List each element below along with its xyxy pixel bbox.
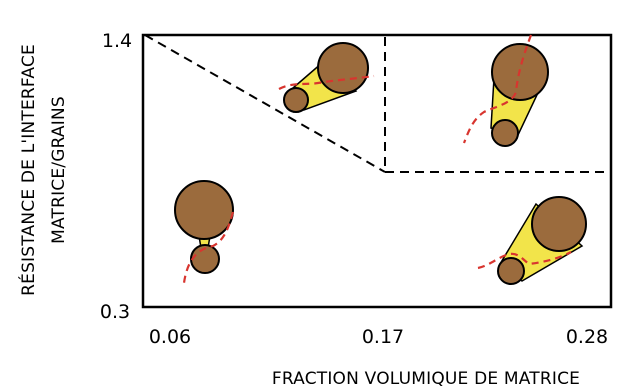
grain-large <box>174 180 234 240</box>
grain-pair-upper-right <box>462 34 549 147</box>
grain-small <box>190 244 220 274</box>
grain-large <box>317 42 369 94</box>
y-tick-top: 1.4 <box>102 30 132 52</box>
x-tick-left: 0.06 <box>149 326 191 348</box>
plot-frame <box>141 33 613 309</box>
grain-pair-upper-middle <box>278 42 375 113</box>
grain-large <box>531 196 587 252</box>
x-tick-right: 0.28 <box>566 326 608 348</box>
grain-pair-bottom-right <box>477 196 587 285</box>
y-axis-title-line2: MATRICE/GRAINS <box>49 96 69 244</box>
y-tick-bottom: 0.3 <box>100 301 130 323</box>
x-axis-title: FRACTION VOLUMIQUE DE MATRICE <box>272 369 580 389</box>
x-tick-middle: 0.17 <box>362 326 404 348</box>
crack-path <box>462 34 533 144</box>
y-axis-title-line1: RÉSISTANCE DE L'INTERFACE <box>17 44 39 296</box>
crack-path <box>477 251 572 270</box>
grain-small <box>497 257 525 285</box>
boundary-diagonal <box>144 34 386 173</box>
crack-path <box>182 211 235 284</box>
crack-path <box>278 74 375 90</box>
grain-small <box>283 87 309 113</box>
grain-small <box>491 119 519 147</box>
grain-pair-bottom-left <box>174 180 235 284</box>
